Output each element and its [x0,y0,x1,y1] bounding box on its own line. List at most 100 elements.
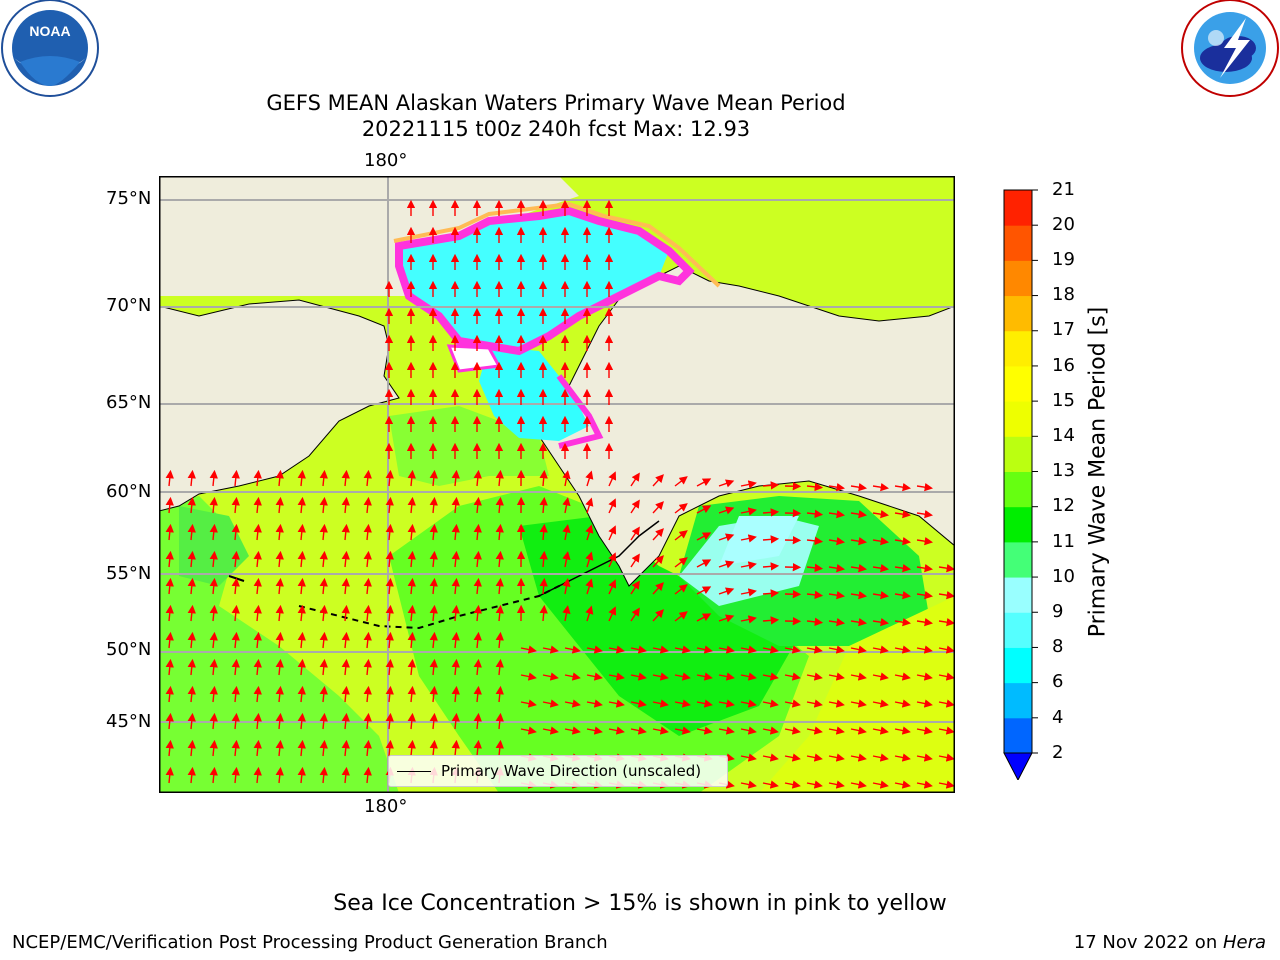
wave-arrow [539,523,548,541]
wave-arrow [740,753,757,762]
colorbar-tick-11: 11 [1052,531,1075,552]
wave-arrow [740,645,757,654]
wave-arrow [630,607,640,622]
footer-credit: NCEP/EMC/Verification Post Processing Pr… [12,932,608,953]
wave-arrow [784,645,801,654]
footer-date-text: 17 Nov 2022 on [1073,932,1223,953]
wave-arrow [319,685,328,703]
wave-arrow [187,523,196,541]
lat-label-70: 70°N [106,295,152,316]
wave-arrow [916,510,934,519]
footer-host: Hera [1222,932,1266,953]
lat-label-65: 65°N [106,392,152,413]
wave-arrow [539,550,548,568]
wave-arrow [341,550,350,568]
map-legend: Primary Wave Direction (unscaled) [388,755,728,787]
wave-arrow [165,469,174,487]
wave-arrow [520,726,537,735]
wave-arrow [209,469,218,487]
colorbar-segment [1004,577,1032,613]
wave-arrow [473,685,482,703]
wave-arrow [253,604,262,622]
wave-arrow [363,766,372,784]
wave-arrow [451,685,460,703]
colorbar-tick-17: 17 [1052,319,1075,340]
wave-arrow [652,474,664,487]
wave-arrow [894,537,912,546]
wave-arrow [253,496,262,514]
wave-arrow [630,472,640,487]
wave-arrow [674,611,688,622]
wave-arrow [585,551,594,568]
wave-arrow [564,672,581,681]
wave-arrow [187,469,196,487]
wave-arrow [696,478,712,487]
wave-arrow [385,523,394,541]
wave-arrow [253,577,262,595]
wave-arrow [165,604,174,622]
map-panel [159,176,955,793]
wave-arrow [740,480,757,489]
colorbar-segment [1004,330,1032,367]
wave-arrow [231,739,240,757]
wave-arrow [341,604,350,622]
wave-arrow [451,496,460,514]
wave-arrow [209,604,218,622]
colorbar-tick-9: 9 [1052,601,1064,622]
wave-arrow [718,614,735,623]
wave-arrow [473,712,482,730]
wave-arrow [806,536,824,546]
wave-arrow [385,496,394,514]
wave-arrow [608,672,625,681]
wave-arrow [165,712,174,730]
colorbar-tick-4: 4 [1052,707,1064,728]
wave-arrow [341,658,350,676]
wave-arrow [718,699,735,708]
wave-arrow [586,672,603,681]
wave-arrow [495,658,504,676]
wave-arrow [894,618,912,627]
wave-arrow [209,685,218,703]
wave-arrow [652,501,664,514]
wave-arrow [495,712,504,730]
wave-arrow [608,645,625,654]
colorbar-title: Primary Wave Mean Period [s] [1085,306,1111,638]
wave-arrow [319,604,328,622]
wave-arrow [209,577,218,595]
wave-arrow [872,510,890,519]
wave-arrow [231,604,240,622]
wave-arrow [916,537,934,546]
wave-arrow [451,550,460,568]
wave-arrow [630,526,640,541]
colorbar-tick-8: 8 [1052,636,1064,657]
wave-arrow [407,550,416,568]
wave-arrow [718,533,735,542]
wave-arrow [564,699,581,708]
wave-arrow [916,672,933,681]
wave-arrow [473,658,482,676]
colorbar-segment [1004,471,1032,508]
wave-arrow [495,523,504,541]
wave-arrow [562,578,571,595]
wave-arrow [938,618,954,627]
wave-arrow [585,497,594,514]
wave-arrow [385,685,394,703]
wave-arrow [608,579,617,595]
wave-arrow [740,534,757,543]
wave-arrow [429,631,438,649]
wave-arrow [784,672,801,681]
wave-arrow [938,672,954,681]
wave-arrow [231,577,240,595]
wave-arrow [762,508,780,517]
wave-arrow [341,496,350,514]
wave-arrow [828,780,845,789]
wave-arrow [608,606,617,622]
wave-arrow [586,645,603,654]
noaa-logo: NOAA [1,0,99,97]
wave-arrow [319,631,328,649]
wave-arrow [253,658,262,676]
wave-arrow [872,618,890,627]
wave-arrow [297,658,306,676]
wave-arrow [585,605,594,622]
wave-arrow [828,726,845,735]
